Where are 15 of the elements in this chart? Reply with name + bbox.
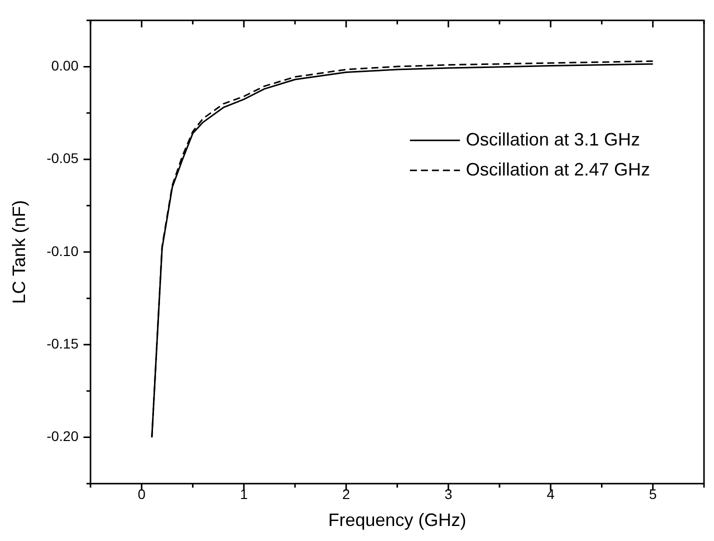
x-tick-label: 1 <box>240 486 248 502</box>
x-tick-label: 3 <box>444 486 452 502</box>
y-axis-title: LC Tank (nF) <box>8 200 29 304</box>
y-tick-label: -0.05 <box>46 150 79 166</box>
y-tick-label: -0.15 <box>46 336 79 352</box>
y-tick-label: 0.00 <box>51 58 79 74</box>
x-tick-label: 2 <box>342 486 350 502</box>
x-tick-label: 0 <box>138 486 146 502</box>
y-tick-label: -0.10 <box>46 242 79 259</box>
legend-label: Oscillation at 2.47 GHz <box>466 159 650 180</box>
x-tick-label: 5 <box>648 486 657 502</box>
legend-label: Oscillation at 3.1 GHz <box>466 129 640 150</box>
y-tick-label: -0.20 <box>46 428 79 444</box>
x-axis-title: Frequency (GHz) <box>328 510 466 530</box>
x-tick-label: 4 <box>546 486 555 502</box>
